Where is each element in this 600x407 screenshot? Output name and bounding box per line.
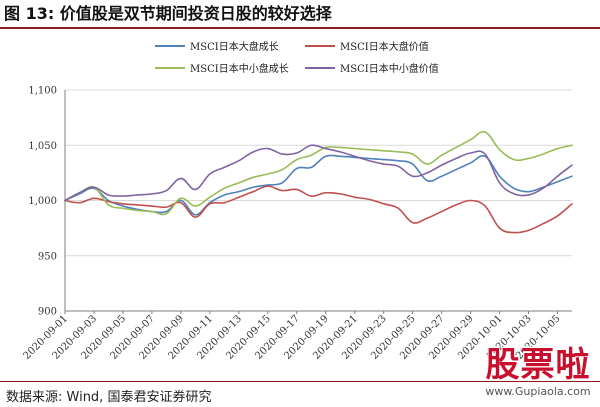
chart-series	[64, 130, 573, 234]
watermark-logo: 股票啦 www.Gupiaola.com	[482, 345, 594, 399]
watermark-text: 股票啦	[485, 345, 591, 385]
chart-gridlines	[65, 89, 572, 312]
series-line-2	[64, 185, 573, 234]
legend-label: MSCI日本大盘成长	[190, 40, 279, 53]
source-note: 数据来源: Wind, 国泰君安证券研究	[6, 390, 212, 405]
title-rule	[0, 27, 600, 29]
watermark-url: www.Gupiaola.com	[482, 385, 594, 399]
series-line-3	[64, 130, 573, 216]
legend-label: MSCI日本中小盘成长	[190, 62, 289, 75]
legend-label: MSCI日本中小盘价值	[340, 62, 439, 75]
chart-legend: MSCI日本大盘成长 MSCI日本大盘价值 MSCI日本中小盘成长 MSCI日本中小盘…	[155, 40, 439, 75]
figure-title: 图 13: 价值股是双节期间投资日股的较好选择	[4, 4, 332, 23]
y-tick-label: 950	[38, 251, 57, 262]
chart-axes: 9009501,0001,0501,1002020-09-012020-09-0…	[22, 86, 572, 362]
line-chart: 9009501,0001,0501,1002020-09-012020-09-0…	[22, 40, 573, 362]
y-tick-label: 1,050	[28, 141, 57, 152]
legend-label: MSCI日本大盘价值	[340, 40, 429, 53]
series-line-4	[64, 144, 573, 202]
bottom-rule	[0, 381, 600, 382]
y-tick-label: 1,000	[28, 196, 57, 207]
y-tick-label: 900	[38, 307, 57, 318]
y-tick-label: 1,100	[28, 86, 57, 97]
